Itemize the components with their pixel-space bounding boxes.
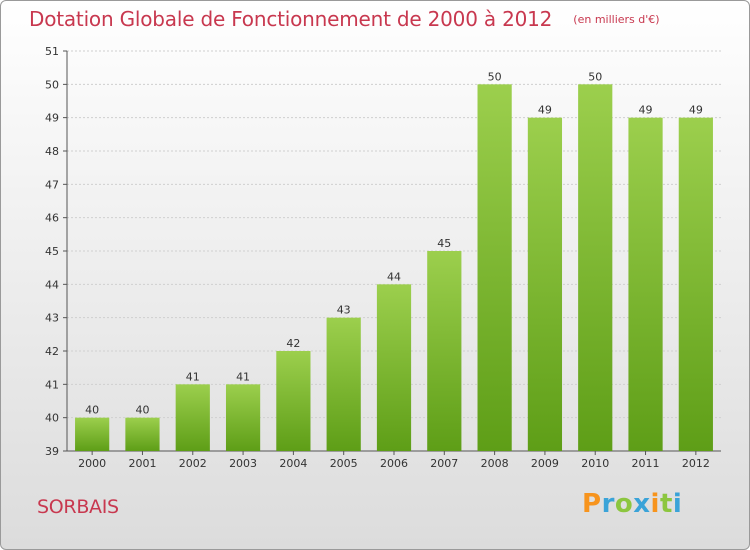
x-tick-label: 2010: [581, 457, 609, 470]
brand-letter: x: [633, 489, 651, 519]
chart-title: Dotation Globale de Fonctionnement de 20…: [29, 7, 553, 31]
x-tick-label: 2009: [531, 457, 559, 470]
y-tick-label: 51: [45, 45, 59, 58]
x-tick-label: 2005: [330, 457, 358, 470]
bar-2000: [75, 417, 110, 451]
x-tick-label: 2002: [179, 457, 207, 470]
value-label: 49: [639, 104, 653, 117]
brand-logo: Proxiti: [582, 489, 682, 519]
value-label: 41: [236, 370, 250, 383]
brand-letter: i: [672, 489, 683, 519]
x-tick-label: 2000: [78, 457, 106, 470]
bar-2005: [326, 317, 361, 451]
value-label: 49: [689, 104, 703, 117]
chart-unit: (en milliers d'€): [573, 13, 660, 26]
y-tick-label: 45: [45, 245, 59, 258]
x-tick-label: 2012: [682, 457, 710, 470]
brand-letter: r: [601, 489, 615, 519]
value-label: 41: [186, 370, 200, 383]
y-tick-label: 42: [45, 345, 59, 358]
value-label: 50: [488, 70, 502, 83]
x-tick-label: 2007: [430, 457, 458, 470]
value-label: 50: [588, 70, 602, 83]
bar-2002: [175, 384, 210, 451]
y-tick-label: 46: [45, 212, 59, 225]
value-label: 49: [538, 104, 552, 117]
bar-2004: [276, 351, 311, 451]
bar-2007: [427, 251, 462, 451]
value-label: 44: [387, 270, 401, 283]
bar-2012: [678, 117, 713, 452]
x-tick-label: 2006: [380, 457, 408, 470]
brand-letter: P: [582, 489, 602, 519]
y-tick-label: 40: [45, 412, 59, 425]
bar-2006: [376, 284, 412, 451]
brand-letter: o: [614, 489, 634, 519]
labels: 40 2000 40 2001 41 2002 41 2003 42 2004 43 2005 44 20…: [78, 70, 710, 470]
y-tick-label: 43: [45, 312, 59, 325]
x-tick-label: 2011: [632, 457, 660, 470]
x-tick-label: 2001: [128, 457, 156, 470]
y-tick-label: 49: [45, 112, 59, 125]
chart-header: Dotation Globale de Fonctionnement de 20…: [29, 7, 660, 31]
bar-2001: [125, 417, 160, 451]
bar-2008: [477, 84, 512, 451]
y-tick-label: 47: [45, 178, 59, 191]
x-tick-label: 2004: [279, 457, 307, 470]
commune-name: SORBAIS: [37, 496, 119, 518]
value-label: 45: [437, 237, 451, 250]
y-tick-label: 48: [45, 145, 59, 158]
x-tick-label: 2008: [481, 457, 509, 470]
brand-letter: i: [650, 489, 660, 519]
bar-2010: [578, 84, 613, 451]
value-label: 42: [286, 337, 300, 350]
bar-2011: [628, 117, 663, 452]
y-tick-label: 44: [45, 278, 59, 291]
bars: [75, 84, 713, 452]
value-label: 43: [337, 304, 351, 317]
value-label: 40: [135, 404, 149, 417]
brand-letter: t: [659, 489, 673, 519]
y-tick-label: 50: [45, 78, 59, 91]
value-label: 40: [85, 404, 99, 417]
y-tick-label: 41: [45, 378, 59, 391]
x-tick-label: 2003: [229, 457, 257, 470]
y-tick-label: 39: [45, 445, 59, 458]
bar-2003: [225, 384, 261, 451]
bar-2009: [527, 117, 563, 452]
